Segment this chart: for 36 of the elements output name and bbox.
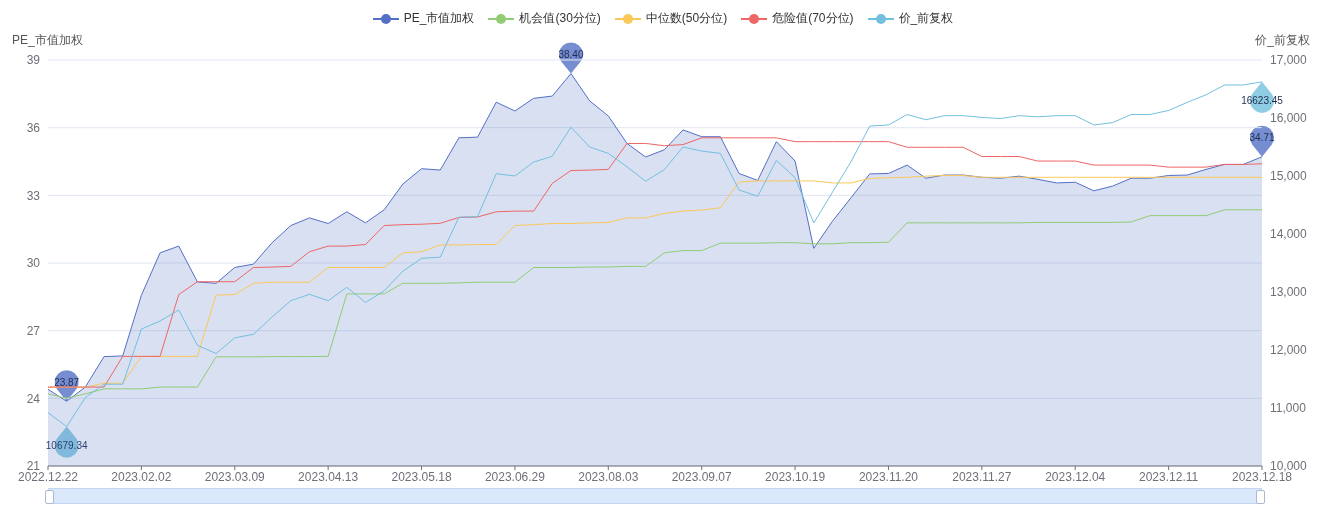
y2-tick-label: 11,000 (1270, 401, 1307, 416)
data-label: 38.40 (558, 49, 584, 61)
legend-label: PE_市值加权 (403, 10, 475, 27)
y-tick-label: 33 (26, 188, 41, 203)
line-series (48, 209, 1262, 399)
y2-tick-label: 14,000 (1270, 227, 1308, 242)
y-tick-label: 39 (26, 53, 41, 68)
y2-axis-title: 价_前复权 (1255, 32, 1310, 49)
y-tick-label: 36 (26, 120, 41, 135)
x-tick-label: 2023.11.20 (858, 469, 919, 484)
x-tick-label: 2023.06.29 (484, 469, 546, 484)
y2-tick-label: 13,000 (1270, 285, 1308, 300)
legend-label: 中位数(50分位) (645, 10, 728, 27)
x-tick-label: 2023.11.27 (952, 469, 1012, 484)
x-tick-label: 2023.10.19 (765, 469, 826, 484)
data-label: 34.71 (1249, 132, 1275, 144)
x-tick-label: 2023.02.02 (111, 469, 172, 484)
y-tick-label: 27 (26, 323, 41, 338)
x-tick-label: 2023.12.04 (1045, 469, 1106, 484)
x-tick-label: 2023.03.09 (204, 469, 266, 484)
y-axis-title: PE_市值加权 (12, 32, 83, 49)
y2-tick-label: 12,000 (1270, 343, 1308, 358)
x-tick-label: 2023.09.07 (671, 469, 733, 484)
y2-tick-label: 17,000 (1270, 53, 1308, 68)
x-tick-label: 2023.05.18 (391, 469, 452, 484)
legend-label: 机会值(30分位) (519, 10, 601, 27)
legend-label: 危险值(70分位) (772, 10, 854, 27)
x-tick-label: 2023.12.11 (1139, 469, 1199, 484)
x-tick-label: 2023.08.03 (578, 469, 639, 484)
y2-tick-label: 15,000 (1270, 169, 1308, 184)
x-tick-label: 2022.12.22 (17, 469, 79, 484)
y-tick-label: 24 (26, 391, 41, 406)
y2-tick-label: 16,000 (1270, 111, 1308, 126)
x-tick-label: 2023.04.13 (298, 469, 359, 484)
legend-label: 价_前复权 (898, 10, 954, 27)
y-tick-label: 30 (26, 256, 41, 271)
